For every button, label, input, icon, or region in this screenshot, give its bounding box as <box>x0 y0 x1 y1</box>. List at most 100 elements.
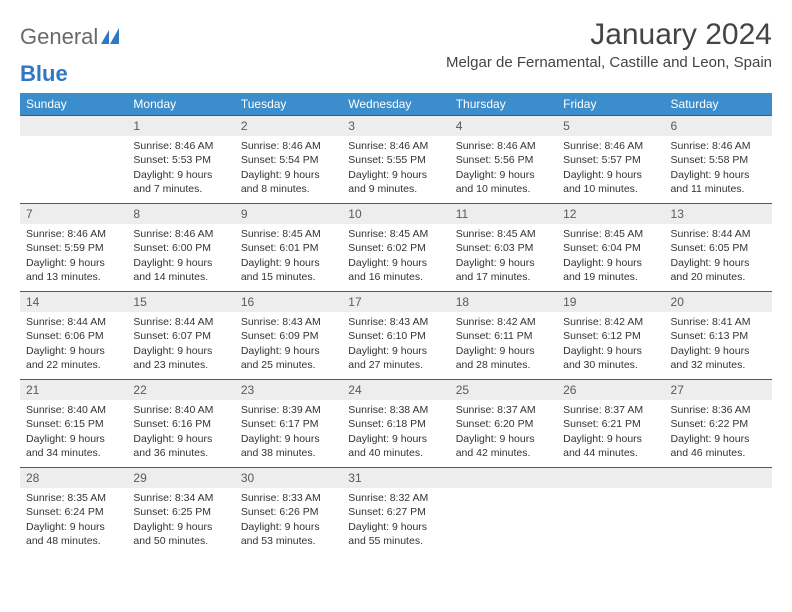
day-number: . <box>450 467 557 488</box>
day-number: 1 <box>127 115 234 136</box>
day-details: Sunrise: 8:46 AMSunset: 5:57 PMDaylight:… <box>557 136 664 200</box>
calendar-day-cell: 10Sunrise: 8:45 AMSunset: 6:02 PMDayligh… <box>342 203 449 291</box>
day-details: Sunrise: 8:46 AMSunset: 5:58 PMDaylight:… <box>665 136 772 200</box>
daylight-text: Daylight: 9 hours and 46 minutes. <box>671 432 766 460</box>
sunrise-text: Sunrise: 8:39 AM <box>241 403 336 417</box>
sunrise-text: Sunrise: 8:40 AM <box>133 403 228 417</box>
sunset-text: Sunset: 6:07 PM <box>133 329 228 343</box>
calendar-day-cell: . <box>20 115 127 203</box>
day-details: Sunrise: 8:39 AMSunset: 6:17 PMDaylight:… <box>235 400 342 464</box>
calendar-day-cell: 4Sunrise: 8:46 AMSunset: 5:56 PMDaylight… <box>450 115 557 203</box>
day-details: Sunrise: 8:36 AMSunset: 6:22 PMDaylight:… <box>665 400 772 464</box>
daylight-text: Daylight: 9 hours and 50 minutes. <box>133 520 228 548</box>
day-details: Sunrise: 8:44 AMSunset: 6:06 PMDaylight:… <box>20 312 127 376</box>
daylight-text: Daylight: 9 hours and 27 minutes. <box>348 344 443 372</box>
sunset-text: Sunset: 6:03 PM <box>456 241 551 255</box>
sunset-text: Sunset: 6:22 PM <box>671 417 766 431</box>
calendar-week-row: 7Sunrise: 8:46 AMSunset: 5:59 PMDaylight… <box>20 203 772 291</box>
sunset-text: Sunset: 5:59 PM <box>26 241 121 255</box>
day-details: Sunrise: 8:45 AMSunset: 6:02 PMDaylight:… <box>342 224 449 288</box>
daylight-text: Daylight: 9 hours and 14 minutes. <box>133 256 228 284</box>
sunset-text: Sunset: 5:57 PM <box>563 153 658 167</box>
sunrise-text: Sunrise: 8:43 AM <box>348 315 443 329</box>
sunrise-text: Sunrise: 8:37 AM <box>563 403 658 417</box>
day-number: . <box>20 115 127 136</box>
sunset-text: Sunset: 6:02 PM <box>348 241 443 255</box>
day-details: Sunrise: 8:38 AMSunset: 6:18 PMDaylight:… <box>342 400 449 464</box>
calendar-day-cell: 15Sunrise: 8:44 AMSunset: 6:07 PMDayligh… <box>127 291 234 379</box>
day-number: 8 <box>127 203 234 224</box>
weekday-header: Sunday <box>20 93 127 115</box>
day-details: Sunrise: 8:41 AMSunset: 6:13 PMDaylight:… <box>665 312 772 376</box>
day-number: 29 <box>127 467 234 488</box>
sunset-text: Sunset: 6:25 PM <box>133 505 228 519</box>
daylight-text: Daylight: 9 hours and 19 minutes. <box>563 256 658 284</box>
day-number: 7 <box>20 203 127 224</box>
calendar-table: Sunday Monday Tuesday Wednesday Thursday… <box>20 93 772 555</box>
sunset-text: Sunset: 6:01 PM <box>241 241 336 255</box>
day-number: 27 <box>665 379 772 400</box>
sunset-text: Sunset: 6:27 PM <box>348 505 443 519</box>
sunset-text: Sunset: 6:21 PM <box>563 417 658 431</box>
calendar-day-cell: 27Sunrise: 8:36 AMSunset: 6:22 PMDayligh… <box>665 379 772 467</box>
calendar-day-cell: 23Sunrise: 8:39 AMSunset: 6:17 PMDayligh… <box>235 379 342 467</box>
sunrise-text: Sunrise: 8:38 AM <box>348 403 443 417</box>
calendar-day-cell: 18Sunrise: 8:42 AMSunset: 6:11 PMDayligh… <box>450 291 557 379</box>
sunset-text: Sunset: 5:56 PM <box>456 153 551 167</box>
daylight-text: Daylight: 9 hours and 34 minutes. <box>26 432 121 460</box>
sunrise-text: Sunrise: 8:36 AM <box>671 403 766 417</box>
weekday-header: Monday <box>127 93 234 115</box>
calendar-day-cell: 31Sunrise: 8:32 AMSunset: 6:27 PMDayligh… <box>342 467 449 555</box>
calendar-day-cell: 25Sunrise: 8:37 AMSunset: 6:20 PMDayligh… <box>450 379 557 467</box>
calendar-day-cell: 21Sunrise: 8:40 AMSunset: 6:15 PMDayligh… <box>20 379 127 467</box>
day-details: Sunrise: 8:42 AMSunset: 6:12 PMDaylight:… <box>557 312 664 376</box>
weekday-header: Saturday <box>665 93 772 115</box>
daylight-text: Daylight: 9 hours and 7 minutes. <box>133 168 228 196</box>
calendar-day-cell: 2Sunrise: 8:46 AMSunset: 5:54 PMDaylight… <box>235 115 342 203</box>
sunset-text: Sunset: 6:16 PM <box>133 417 228 431</box>
day-number: 10 <box>342 203 449 224</box>
daylight-text: Daylight: 9 hours and 44 minutes. <box>563 432 658 460</box>
sunrise-text: Sunrise: 8:45 AM <box>241 227 336 241</box>
day-number: 13 <box>665 203 772 224</box>
logo-mark-icon <box>101 24 123 50</box>
sunrise-text: Sunrise: 8:46 AM <box>563 139 658 153</box>
calendar-day-cell: 8Sunrise: 8:46 AMSunset: 6:00 PMDaylight… <box>127 203 234 291</box>
title-block: January 2024 Melgar de Fernamental, Cast… <box>446 18 772 71</box>
day-number: 14 <box>20 291 127 312</box>
calendar-day-cell: 9Sunrise: 8:45 AMSunset: 6:01 PMDaylight… <box>235 203 342 291</box>
day-details: Sunrise: 8:40 AMSunset: 6:16 PMDaylight:… <box>127 400 234 464</box>
daylight-text: Daylight: 9 hours and 36 minutes. <box>133 432 228 460</box>
day-number: 23 <box>235 379 342 400</box>
day-number: . <box>557 467 664 488</box>
calendar-day-cell: 30Sunrise: 8:33 AMSunset: 6:26 PMDayligh… <box>235 467 342 555</box>
sunset-text: Sunset: 6:05 PM <box>671 241 766 255</box>
calendar-day-cell: 7Sunrise: 8:46 AMSunset: 5:59 PMDaylight… <box>20 203 127 291</box>
day-details: Sunrise: 8:45 AMSunset: 6:03 PMDaylight:… <box>450 224 557 288</box>
logo-text-1: General <box>20 24 98 50</box>
day-details: Sunrise: 8:44 AMSunset: 6:05 PMDaylight:… <box>665 224 772 288</box>
sunrise-text: Sunrise: 8:46 AM <box>26 227 121 241</box>
day-details: Sunrise: 8:45 AMSunset: 6:01 PMDaylight:… <box>235 224 342 288</box>
sunrise-text: Sunrise: 8:34 AM <box>133 491 228 505</box>
calendar-week-row: 21Sunrise: 8:40 AMSunset: 6:15 PMDayligh… <box>20 379 772 467</box>
sunset-text: Sunset: 6:13 PM <box>671 329 766 343</box>
daylight-text: Daylight: 9 hours and 10 minutes. <box>563 168 658 196</box>
calendar-day-cell: 12Sunrise: 8:45 AMSunset: 6:04 PMDayligh… <box>557 203 664 291</box>
day-details: Sunrise: 8:46 AMSunset: 5:53 PMDaylight:… <box>127 136 234 200</box>
weekday-header: Wednesday <box>342 93 449 115</box>
sunset-text: Sunset: 5:54 PM <box>241 153 336 167</box>
day-number: 24 <box>342 379 449 400</box>
sunset-text: Sunset: 6:26 PM <box>241 505 336 519</box>
day-details: Sunrise: 8:40 AMSunset: 6:15 PMDaylight:… <box>20 400 127 464</box>
day-number: 25 <box>450 379 557 400</box>
sunrise-text: Sunrise: 8:46 AM <box>133 227 228 241</box>
day-details: Sunrise: 8:35 AMSunset: 6:24 PMDaylight:… <box>20 488 127 552</box>
sunrise-text: Sunrise: 8:37 AM <box>456 403 551 417</box>
sunset-text: Sunset: 6:11 PM <box>456 329 551 343</box>
weekday-header: Thursday <box>450 93 557 115</box>
sunset-text: Sunset: 6:24 PM <box>26 505 121 519</box>
sunrise-text: Sunrise: 8:45 AM <box>563 227 658 241</box>
weekday-header: Friday <box>557 93 664 115</box>
daylight-text: Daylight: 9 hours and 30 minutes. <box>563 344 658 372</box>
